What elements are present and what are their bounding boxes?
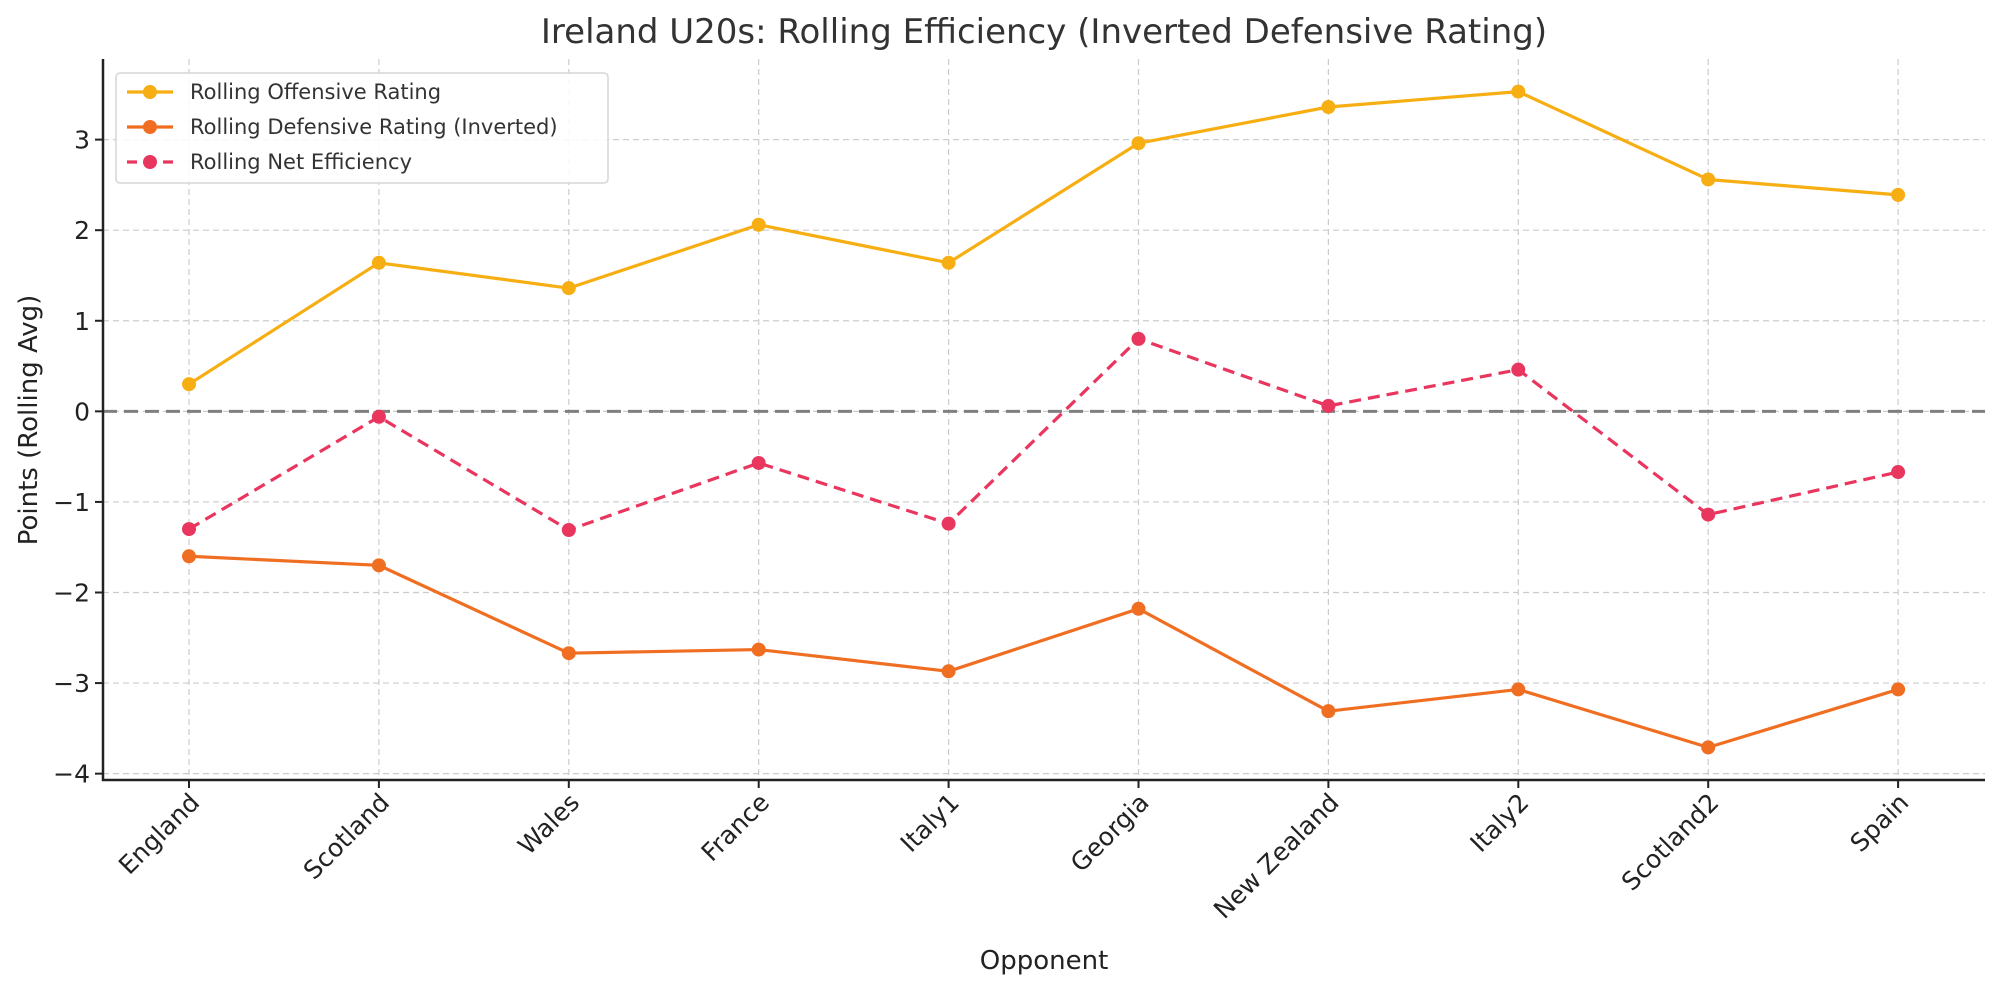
data-point [941,255,956,270]
y-tick-label: −3 [53,669,90,698]
data-point [1131,601,1146,616]
x-tick-label: Scotland [298,788,395,885]
axes-spine [101,59,1985,782]
x-axis-label: Opponent [980,946,1109,976]
x-tick-label: New Zealand [1208,788,1345,925]
data-point [941,516,956,531]
legend-item: Rolling Defensive Rating (Inverted) [127,115,558,139]
data-point [1131,331,1146,346]
legend-label: Rolling Offensive Rating [190,80,441,104]
data-point [1511,84,1526,99]
legend: Rolling Offensive Rating Rolling Defensiv… [115,72,609,184]
series-line [188,554,1899,749]
data-point [371,409,386,424]
chart-title: Ireland U20s: Rolling Efficiency (Invert… [541,12,1547,52]
data-point [1891,465,1906,480]
x-tick-label: Spain [1844,788,1914,858]
data-point [182,549,196,564]
series-line [188,90,1899,386]
legend-label: Rolling Defensive Rating (Inverted) [190,115,558,139]
data-point [1511,362,1526,377]
data-point [371,255,386,270]
x-tick-label: France [696,788,775,867]
x-tick-label: Italy2 [1464,788,1534,858]
data-point [751,217,766,232]
axes [101,59,1985,782]
data-point [1511,682,1526,697]
legend-box [115,72,609,184]
y-tick-label: −2 [53,579,90,608]
data-point [561,646,576,661]
x-tick-label: Scotland2 [1616,788,1725,897]
y-tick-label: 1 [74,307,90,336]
series-layer [182,84,1906,755]
data-point [1321,704,1336,719]
data-point [1891,187,1906,202]
x-tick-label: Georgia [1065,788,1155,878]
data-point [1701,507,1716,522]
data-point [1891,682,1906,697]
y-axis-label: Points (Rolling Avg) [14,295,44,546]
legend-swatch-marker [143,120,157,134]
data-point [751,642,766,657]
data-point [182,377,196,392]
x-tick-label: Wales [512,788,585,861]
y-tick-label: 0 [74,397,90,426]
y-tick-label: 3 [74,126,90,155]
ticks: England Scotland Wales France Italy1 Georgia N… [53,126,1914,925]
data-point [1321,398,1336,413]
legend-item: Rolling Offensive Rating [127,80,441,104]
data-point [182,522,196,537]
y-tick-label: −4 [53,760,90,789]
legend-label: Rolling Net Efficiency [190,150,412,174]
x-tick-label: England [113,788,205,880]
data-point [1701,740,1716,755]
legend-item: Rolling Net Efficiency [127,150,412,174]
legend-swatch-marker [143,85,157,99]
data-point [1321,100,1336,115]
series-rolling-defensive-rating-inverted [182,549,1906,755]
data-point [941,664,956,679]
data-point [751,455,766,470]
series-rolling-net-efficiency [182,331,1906,538]
data-point [561,281,576,296]
series-rolling-offensive-rating [182,84,1906,392]
y-tick-label: 2 [74,216,90,245]
data-point [371,558,386,573]
x-tick-label: Italy1 [895,788,965,858]
y-tick-label: −1 [53,488,90,517]
legend-swatch-marker [143,155,157,169]
data-point [1701,172,1716,187]
data-point [561,523,576,538]
data-point [1131,136,1146,151]
series-line [188,337,1899,532]
